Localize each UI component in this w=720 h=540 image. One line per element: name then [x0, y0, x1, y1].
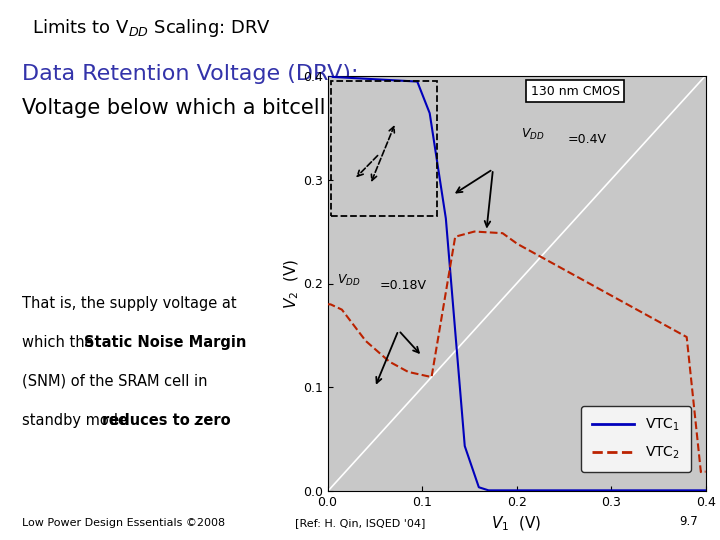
Text: Static Noise Margin: Static Noise Margin — [84, 335, 247, 350]
Text: standby mode: standby mode — [22, 413, 131, 428]
Text: reduces to zero: reduces to zero — [102, 413, 231, 428]
Text: Low Power Design Essentials ©2008: Low Power Design Essentials ©2008 — [22, 518, 225, 528]
Text: =0.4V: =0.4V — [567, 133, 607, 146]
Text: Limits to V$_{DD}$ Scaling: DRV: Limits to V$_{DD}$ Scaling: DRV — [32, 17, 271, 39]
Text: which the: which the — [22, 335, 98, 350]
X-axis label: $V_1$  (V): $V_1$ (V) — [492, 515, 541, 533]
Legend: VTC$_1$, VTC$_2$: VTC$_1$, VTC$_2$ — [581, 406, 691, 472]
Text: [Ref: H. Qin, ISQED '04]: [Ref: H. Qin, ISQED '04] — [294, 518, 426, 528]
Text: =0.18V: =0.18V — [379, 279, 426, 292]
Text: (SNM) of the SRAM cell in: (SNM) of the SRAM cell in — [22, 374, 207, 389]
Text: Voltage below which a bitcell loses its data: Voltage below which a bitcell loses its … — [22, 98, 470, 118]
Text: Data Retention Voltage (DRV):: Data Retention Voltage (DRV): — [22, 64, 358, 84]
Y-axis label: $V_2$  (V): $V_2$ (V) — [283, 258, 302, 309]
Text: 130 nm CMOS: 130 nm CMOS — [531, 85, 620, 98]
Text: 9.7: 9.7 — [680, 515, 698, 528]
Bar — [331, 81, 437, 216]
Text: .: . — [192, 413, 197, 428]
Text: $V_{DD}$: $V_{DD}$ — [521, 127, 545, 142]
Text: $V_{DD}$: $V_{DD}$ — [337, 273, 361, 288]
Text: That is, the supply voltage at: That is, the supply voltage at — [22, 296, 236, 310]
